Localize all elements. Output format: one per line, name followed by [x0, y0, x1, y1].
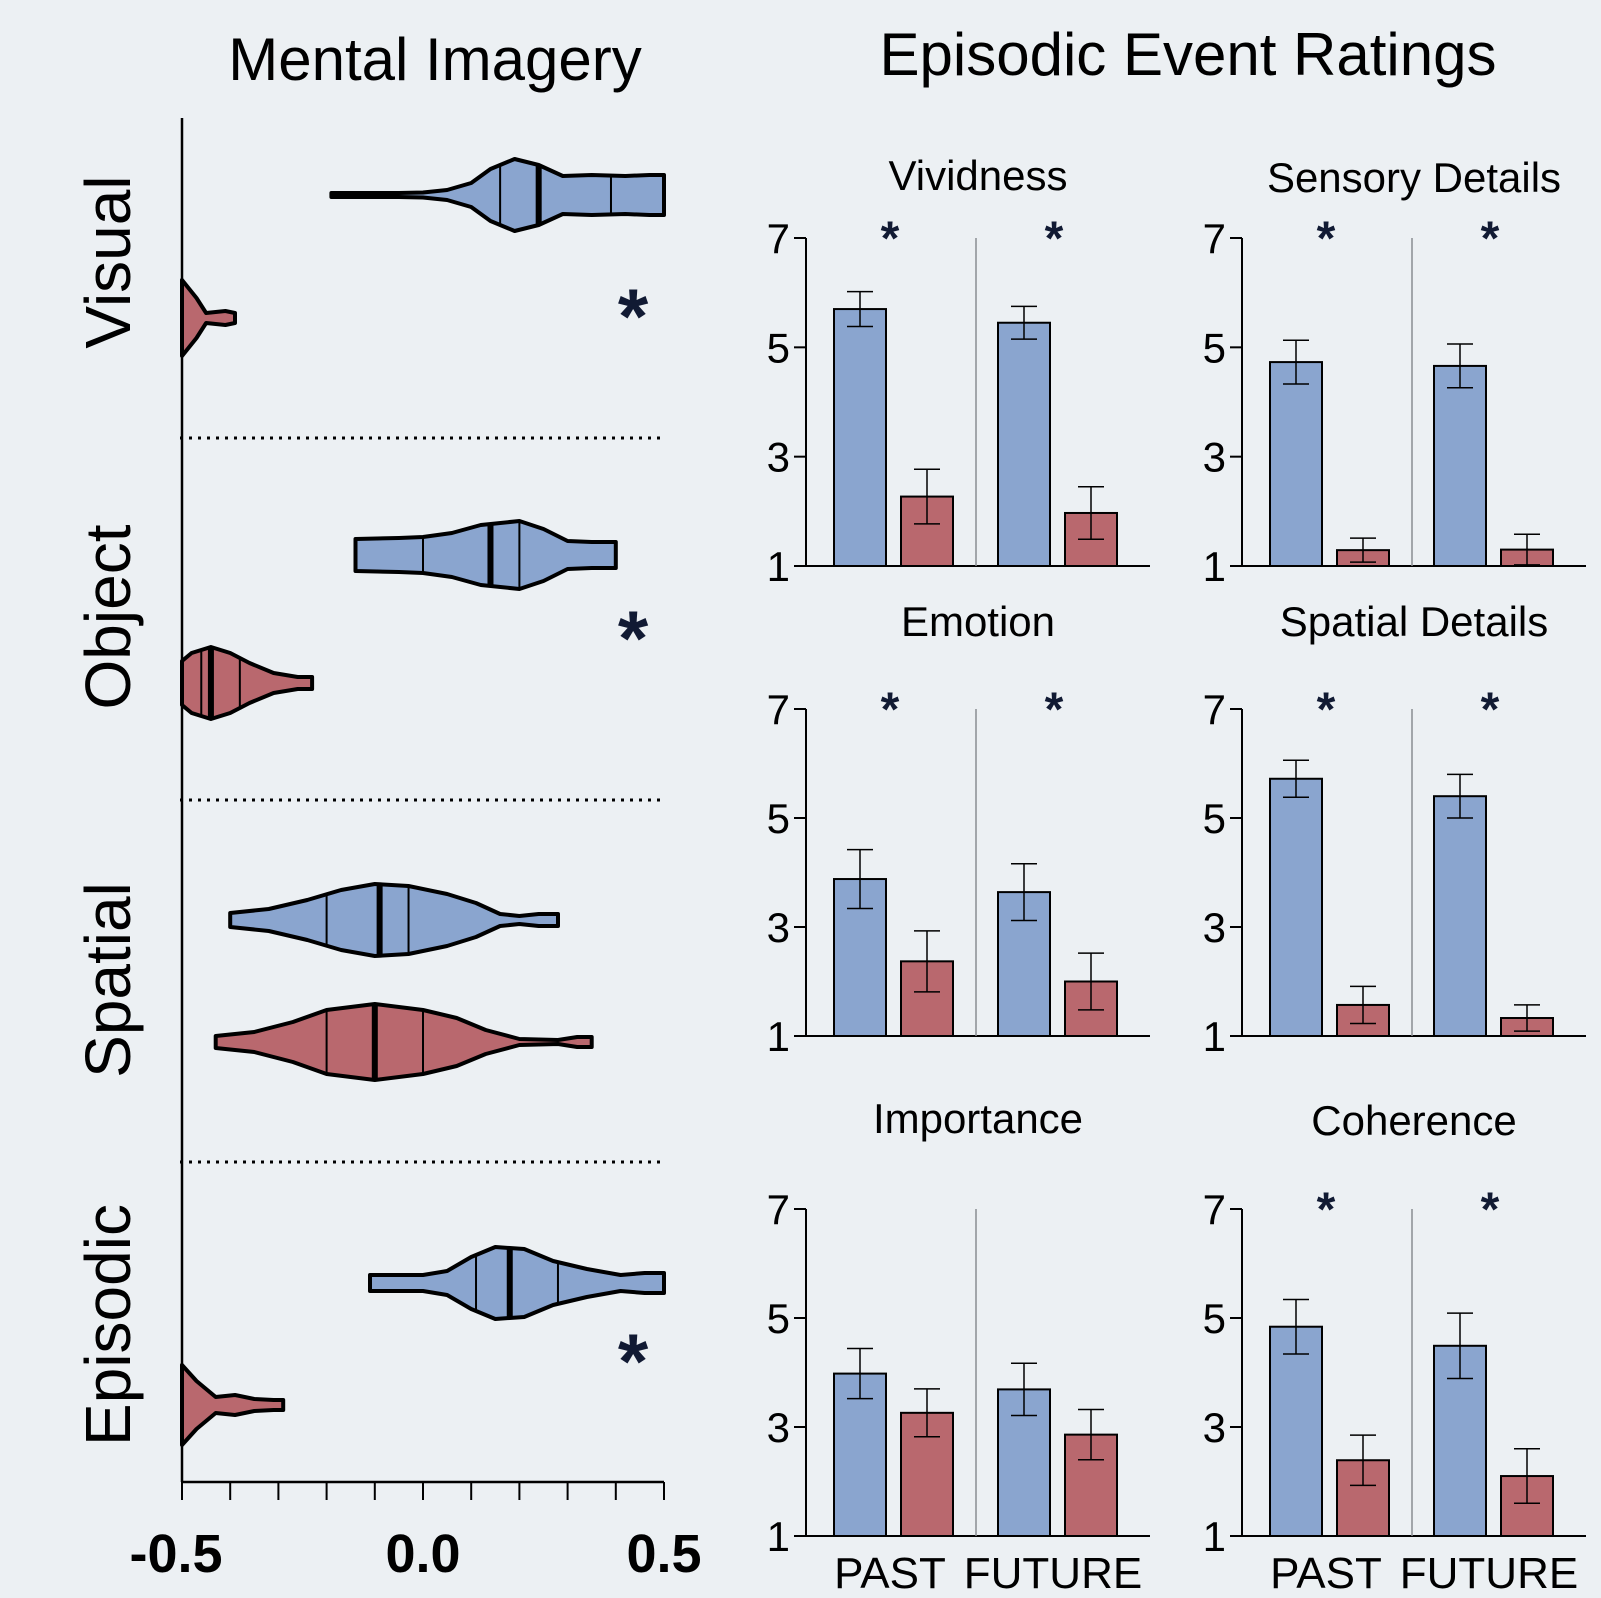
- violin-red: [213, 1002, 594, 1082]
- category-label-past: PAST: [834, 1549, 946, 1598]
- y-tick-label: 3: [767, 1404, 790, 1451]
- violin-group-spatial: Spatial: [72, 882, 594, 1082]
- episodic-ratings-title: Episodic Event Ratings: [880, 21, 1497, 88]
- mental-imagery-title: Mental Imagery: [228, 26, 642, 93]
- category-label-future: FUTURE: [964, 1549, 1142, 1598]
- significance-star: *: [618, 594, 649, 682]
- bar-blue-past: [1269, 1325, 1323, 1537]
- panel-sensory-details: Sensory Details 1 3 5 7 * *: [1203, 154, 1586, 590]
- bar-blue-past: [833, 1372, 887, 1537]
- group-label: Visual: [72, 175, 144, 348]
- bar-blue-future: [1433, 364, 1487, 568]
- group-label: Spatial: [72, 882, 144, 1078]
- significance-star: *: [881, 683, 900, 736]
- y-tick-label: 5: [1203, 1295, 1226, 1342]
- significance-star: *: [1317, 683, 1336, 736]
- panel-title: Sensory Details: [1267, 154, 1561, 201]
- y-tick-label: 5: [767, 1295, 790, 1342]
- x-tick-label: -0.5: [129, 1524, 222, 1584]
- y-tick-label: 1: [767, 1513, 790, 1560]
- y-tick-label: 3: [1203, 904, 1226, 951]
- violin-group-object: Object *: [72, 519, 649, 721]
- bar-blue-future: [1433, 795, 1487, 1038]
- y-tick-label: 7: [1203, 686, 1226, 733]
- significance-star: *: [881, 212, 900, 265]
- y-tick-label: 1: [1203, 1513, 1226, 1560]
- y-tick-label: 1: [1203, 1013, 1226, 1060]
- significance-star: *: [1481, 1183, 1500, 1236]
- violin-red: [180, 278, 237, 358]
- x-tick-label: 0.0: [385, 1524, 460, 1584]
- y-tick-label: 1: [1203, 543, 1226, 590]
- panel-emotion: Emotion 1 3 5 7 * *: [767, 598, 1150, 1060]
- bar-blue-past: [1269, 361, 1323, 567]
- y-tick-label: 1: [767, 543, 790, 590]
- panel-title: Coherence: [1311, 1097, 1516, 1144]
- significance-star: *: [1481, 212, 1500, 265]
- y-tick-label: 7: [1203, 1186, 1226, 1233]
- bar-red-past: [900, 495, 954, 567]
- y-tick-label: 1: [767, 1013, 790, 1060]
- panel-title: Vividness: [889, 152, 1068, 199]
- bar-blue-past: [833, 308, 887, 567]
- y-tick-label: 3: [1203, 434, 1226, 481]
- group-label: Object: [72, 524, 144, 709]
- significance-star: *: [1045, 683, 1064, 736]
- panel-title: Emotion: [901, 598, 1055, 645]
- significance-star: *: [1317, 212, 1336, 265]
- panel-title: Spatial Details: [1280, 598, 1548, 645]
- category-label-future: FUTURE: [1400, 1549, 1578, 1598]
- y-tick-label: 3: [767, 434, 790, 481]
- y-tick-label: 7: [767, 1186, 790, 1233]
- y-tick-label: 5: [1203, 795, 1226, 842]
- violin-chart: -0.5 0.0 0.5 Visual * Object * Spatial Episodic *: [72, 118, 702, 1584]
- significance-star: *: [618, 272, 649, 360]
- y-tick-label: 5: [767, 795, 790, 842]
- significance-star: *: [1045, 212, 1064, 265]
- significance-star: *: [618, 1317, 649, 1405]
- violin-blue: [329, 157, 666, 233]
- violin-group-episodic: Episodic *: [72, 1204, 666, 1447]
- x-tick-label: 0.5: [626, 1524, 701, 1584]
- panel-importance: Importance 1 3 5 7 PAST FUTURE: [767, 1095, 1150, 1598]
- violin-red: [180, 1363, 286, 1447]
- group-label: Episodic: [72, 1204, 144, 1446]
- violin-blue: [228, 882, 560, 958]
- y-tick-label: 5: [1203, 324, 1226, 371]
- y-tick-label: 3: [1203, 1404, 1226, 1451]
- y-tick-label: 7: [767, 686, 790, 733]
- y-tick-label: 3: [767, 904, 790, 951]
- significance-star: *: [1481, 683, 1500, 736]
- y-tick-label: 7: [1203, 215, 1226, 262]
- y-tick-label: 5: [767, 324, 790, 371]
- panel-coherence: Coherence 1 3 5 7 * * PAST FUTURE: [1203, 1097, 1586, 1598]
- bar-blue-past: [1269, 777, 1323, 1037]
- significance-star: *: [1317, 1183, 1336, 1236]
- violin-blue: [368, 1245, 666, 1321]
- category-label-past: PAST: [1270, 1549, 1382, 1598]
- panel-vividness: Vividness 1 3 5 7 * *: [767, 152, 1150, 590]
- bar-blue-future: [997, 321, 1051, 567]
- violin-group-visual: Visual *: [72, 157, 666, 360]
- panel-title: Importance: [873, 1095, 1083, 1142]
- violin-blue: [353, 519, 618, 591]
- violin-red: [180, 645, 315, 721]
- y-tick-label: 7: [767, 215, 790, 262]
- panel-spatial-details: Spatial Details 1 3 5 7 * *: [1203, 598, 1586, 1060]
